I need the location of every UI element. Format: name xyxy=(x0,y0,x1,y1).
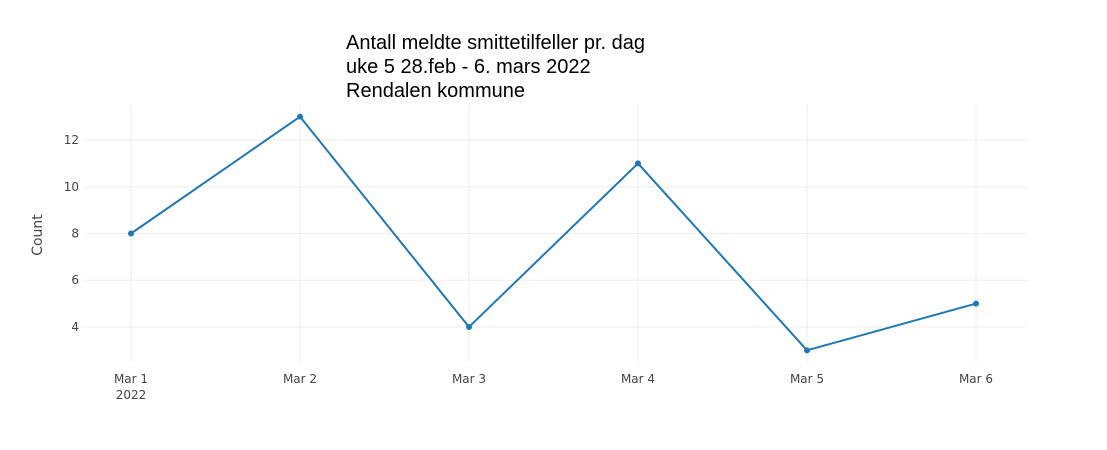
y-axis-ticks: 4 6 8 10 12 xyxy=(64,133,79,334)
chart-title: Antall meldte smittetilfeller pr. dag uk… xyxy=(346,32,645,102)
data-point[interactable] xyxy=(635,160,641,167)
y-tick-label: 6 xyxy=(71,273,79,287)
x-axis-ticks: Mar 1 2022 Mar 2 Mar 3 Mar 4 Mar 5 Mar 6 xyxy=(114,372,993,402)
data-point[interactable] xyxy=(128,230,134,237)
series-layer xyxy=(128,113,979,354)
x-tick-label: Mar 5 xyxy=(790,372,824,386)
data-point[interactable] xyxy=(297,113,303,120)
chart-title-line-3: Rendalen kommune xyxy=(346,80,525,102)
chart-title-line-1: Antall meldte smittetilfeller pr. dag xyxy=(346,32,645,54)
y-tick-label: 10 xyxy=(64,180,79,194)
x-tick-label: Mar 3 xyxy=(452,372,486,386)
series-line xyxy=(130,115,977,352)
y-axis-title: Count xyxy=(30,214,46,256)
data-point[interactable] xyxy=(466,323,472,330)
x-tick-sublabel: 2022 xyxy=(116,388,147,402)
x-tick-label: Mar 2 xyxy=(283,372,317,386)
y-tick-label: 12 xyxy=(64,133,79,147)
chart-title-line-2: uke 5 28.feb - 6. mars 2022 xyxy=(346,56,591,78)
y-tick-label: 4 xyxy=(71,320,79,334)
x-tick-label: Mar 6 xyxy=(959,372,993,386)
x-tick-label: Mar 1 xyxy=(114,372,148,386)
data-point[interactable] xyxy=(804,347,810,354)
y-tick-label: 8 xyxy=(71,227,79,241)
x-tick-label: Mar 4 xyxy=(621,372,655,386)
grid-lines xyxy=(84,105,1027,362)
data-point[interactable] xyxy=(973,300,979,307)
